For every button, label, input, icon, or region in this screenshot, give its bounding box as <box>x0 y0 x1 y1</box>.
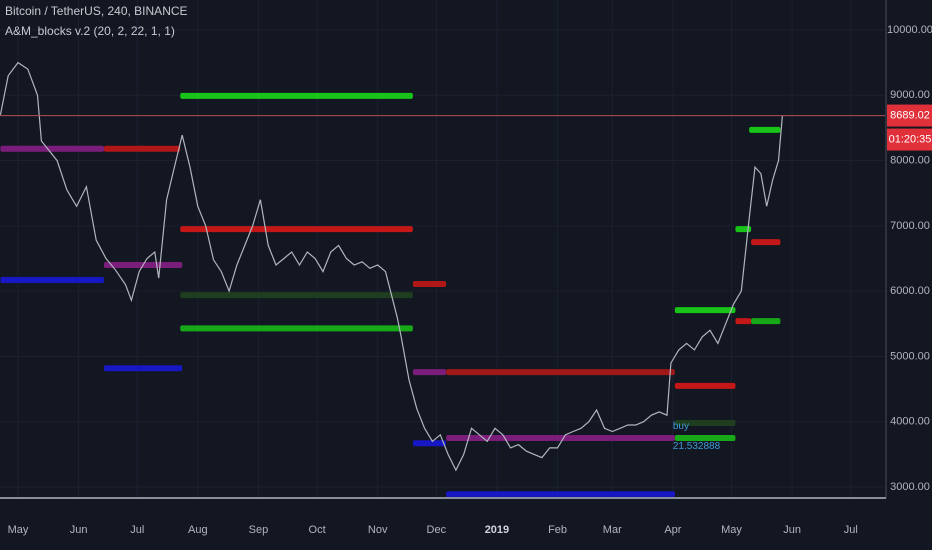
x-tick-label: Sep <box>249 524 269 536</box>
block <box>0 277 105 284</box>
block <box>104 145 181 152</box>
plot: buy 21.532888 <box>0 61 885 498</box>
x-tick-label: Apr <box>664 524 681 536</box>
x-tick-label: Dec <box>427 524 447 536</box>
block <box>735 226 752 233</box>
last-price-box <box>887 104 932 127</box>
countdown-box <box>887 128 932 151</box>
block <box>180 92 413 99</box>
block <box>180 292 413 299</box>
block <box>674 382 736 389</box>
y-tick-label: 5000.00 <box>890 350 930 362</box>
y-tick-label: 8000.00 <box>890 154 930 166</box>
x-tick-label: Jun <box>783 524 801 536</box>
x-tick-label: May <box>721 524 742 536</box>
x-tick-label: Jun <box>70 524 88 536</box>
annotation: 21.532888 <box>673 441 721 452</box>
x-tick-label: Aug <box>188 524 208 536</box>
block <box>104 365 183 372</box>
x-tick-label: Nov <box>368 524 388 536</box>
y-tick-label: 10000.00 <box>887 24 932 36</box>
block <box>749 126 781 133</box>
block <box>674 420 736 427</box>
x-tick-label: Oct <box>309 524 326 536</box>
y-tick-label: 3000.00 <box>890 481 930 493</box>
block <box>751 318 781 325</box>
x-tick-label: Mar <box>603 524 622 536</box>
block <box>674 307 736 314</box>
block <box>412 440 447 447</box>
block <box>180 325 413 332</box>
block <box>0 145 105 152</box>
x-tick-label: Feb <box>548 524 567 536</box>
block <box>412 369 447 376</box>
block <box>446 491 675 498</box>
grid <box>0 0 885 498</box>
x-tick-label: Jul <box>130 524 144 536</box>
block <box>412 280 447 287</box>
annotation: buy <box>673 421 689 432</box>
last-price-label: 8689.02 <box>890 109 930 121</box>
y-tick-label: 4000.00 <box>890 416 930 428</box>
x-tick-label: 2019 <box>485 524 509 536</box>
block <box>446 369 675 376</box>
y-tick-label: 7000.00 <box>890 220 930 232</box>
indicator-title: A&M_blocks v.2 (20, 2, 22, 1, 1) <box>5 24 175 38</box>
x-tick-label: Jul <box>844 524 858 536</box>
chart-title: Bitcoin / TetherUS, 240, BINANCE <box>5 4 188 18</box>
y-tick-label: 9000.00 <box>890 89 930 101</box>
y-tick-label: 6000.00 <box>890 285 930 297</box>
block <box>735 318 752 325</box>
block <box>751 239 781 246</box>
block <box>674 435 736 442</box>
price-line <box>0 61 783 472</box>
axes: 3000.00 4000.00 5000.00 6000.00 7000.00 8000.… <box>8 24 932 536</box>
block <box>180 226 413 233</box>
countdown-label: 01:20:35 <box>889 133 932 145</box>
x-tick-label: May <box>8 524 29 536</box>
